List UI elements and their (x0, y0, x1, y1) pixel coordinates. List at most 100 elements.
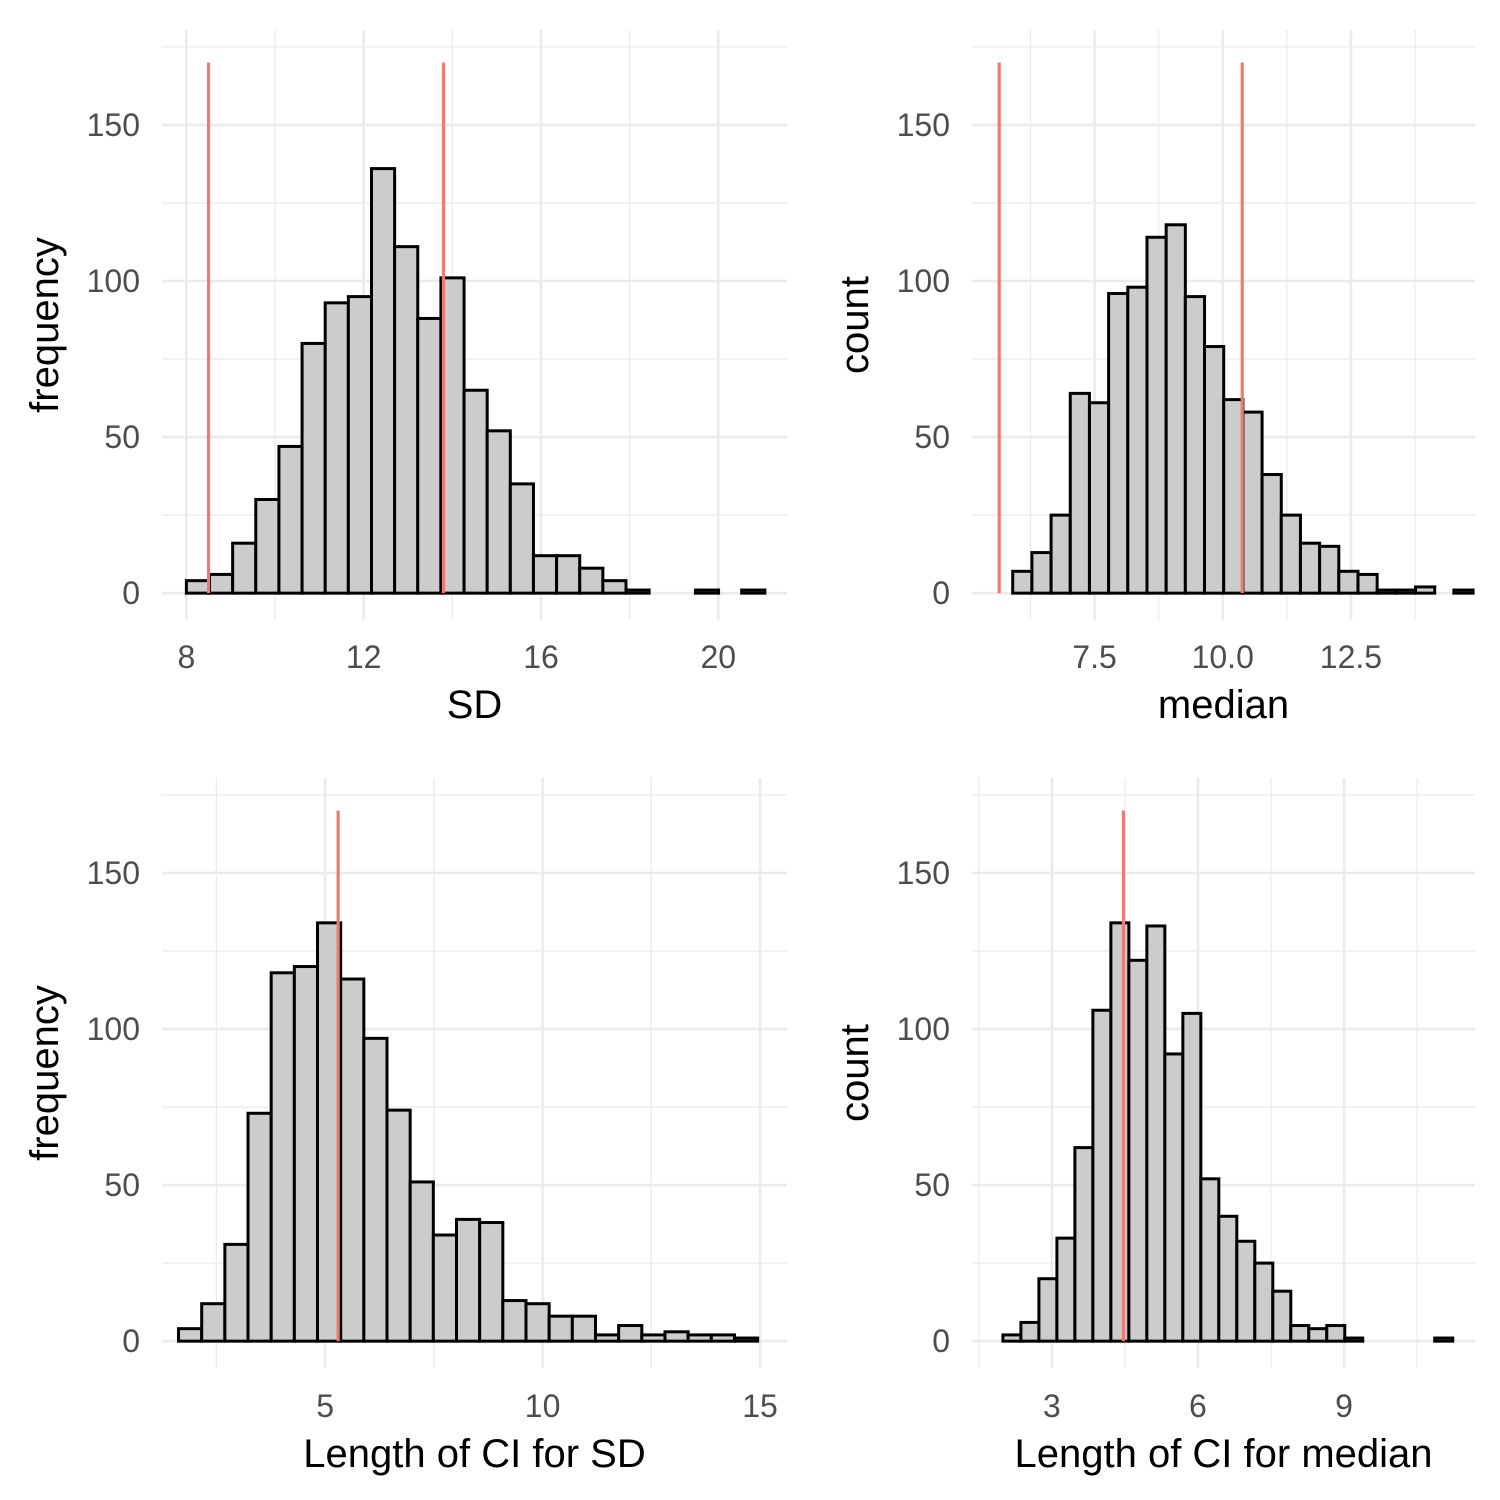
histogram-bar (1145, 235, 1168, 595)
histogram-bar (1253, 1261, 1275, 1343)
histogram-bar (478, 1221, 505, 1343)
histogram-bar (1394, 588, 1418, 595)
histogram-bar (1055, 1236, 1077, 1343)
histogram-bar (732, 1336, 760, 1343)
y-tick-labels: 0 50 100 150 (897, 855, 950, 1359)
histogram-bar (385, 1108, 412, 1343)
histogram-bar (1235, 1239, 1257, 1343)
y-axis-title: count (833, 276, 877, 374)
y-axis-title: count (833, 1024, 877, 1122)
histogram-bar (640, 1333, 667, 1343)
panel-ci-length-sd: 0 50 100 150 5 10 15 Length of CI for SD freq… (23, 778, 787, 1476)
histogram-bar (1087, 401, 1111, 595)
panel-bars (1011, 223, 1475, 595)
histogram-bar (416, 316, 443, 595)
histogram-bar (1452, 588, 1475, 595)
histogram-bar (593, 1333, 621, 1343)
histogram-bar (1109, 921, 1131, 1343)
histogram-bar (408, 1180, 435, 1343)
histogram-bar (177, 1327, 204, 1343)
y-tick-label: 50 (914, 419, 950, 455)
histogram-bar (570, 1314, 597, 1343)
histogram-bar (531, 554, 559, 595)
histogram-bar (254, 498, 281, 595)
x-tick-labels: 5 10 15 (316, 1388, 778, 1424)
y-tick-label: 100 (897, 263, 950, 299)
histogram-bar (524, 1302, 551, 1343)
histogram-bar (1217, 1214, 1239, 1343)
panel-ci-length-median: 0 50 100 150 3 6 9 Length of CI for median co… (833, 778, 1475, 1476)
x-tick-labels: 7.5 10.0 12.5 (1072, 639, 1382, 675)
histogram-bar (1127, 958, 1149, 1343)
histogram-bar (292, 965, 320, 1343)
histogram-bar (1068, 391, 1091, 595)
panel-bars (177, 921, 760, 1343)
histogram-bar (1073, 1146, 1095, 1343)
x-tick-label: 5 (316, 1388, 334, 1424)
histogram-bar (369, 167, 397, 595)
histogram-bar (1260, 473, 1283, 595)
x-tick-labels: 3 6 9 (1043, 1388, 1353, 1424)
histogram-bar (300, 341, 327, 595)
histogram-bar (223, 1242, 250, 1343)
x-axis-title: Length of CI for median (1014, 1432, 1432, 1476)
y-tick-label: 100 (87, 1011, 140, 1047)
y-axis-title: frequency (23, 237, 67, 413)
histogram-bar (1433, 1336, 1455, 1343)
histogram-bar (1203, 345, 1226, 595)
y-tick-label: 150 (897, 855, 950, 891)
histogram-bar (1011, 569, 1034, 595)
histogram-bar (1001, 1333, 1023, 1343)
y-tick-label: 150 (87, 107, 140, 143)
histogram-bar (1279, 513, 1302, 595)
x-tick-label: 3 (1043, 1388, 1061, 1424)
y-tick-labels: 0 50 100 150 (897, 107, 950, 611)
histogram-bar (1019, 1320, 1041, 1343)
histogram-bar (1298, 541, 1322, 595)
x-tick-label: 7.5 (1072, 639, 1116, 675)
y-tick-label: 50 (104, 419, 140, 455)
y-tick-label: 0 (122, 1323, 140, 1359)
histogram-bar (740, 588, 767, 595)
x-tick-labels: 8 12 16 20 (177, 639, 736, 675)
histogram-bar (1091, 1008, 1113, 1343)
x-tick-label: 10.0 (1192, 639, 1254, 675)
histogram-bar (431, 1233, 459, 1343)
histogram-bar (246, 1111, 273, 1343)
x-tick-label: 15 (742, 1388, 778, 1424)
y-tick-label: 100 (87, 263, 140, 299)
histogram-bar (1325, 1324, 1347, 1343)
histogram-bar (624, 588, 651, 595)
y-tick-label: 100 (897, 1011, 950, 1047)
histogram-bar (346, 295, 373, 595)
histogram-bar (393, 245, 420, 595)
x-tick-label: 8 (177, 639, 195, 675)
histogram-bar (1414, 585, 1437, 595)
histogram-bar (1337, 569, 1360, 595)
x-axis-title: Length of CI for SD (303, 1432, 645, 1476)
histogram-bar (1107, 291, 1130, 595)
histogram-bar (200, 1302, 227, 1343)
y-tick-labels: 0 50 100 150 (87, 107, 140, 611)
histogram-bar (578, 566, 605, 595)
histogram-bar (1181, 1011, 1203, 1343)
y-tick-label: 0 (932, 1323, 950, 1359)
histogram-bar (323, 301, 350, 595)
histogram-bar (462, 388, 489, 595)
histogram-bar (277, 444, 304, 595)
histogram-bar (231, 541, 258, 595)
x-tick-label: 10 (525, 1388, 561, 1424)
x-tick-label: 16 (523, 639, 559, 675)
histogram-bar (1030, 551, 1053, 595)
histogram-bar (1222, 398, 1245, 595)
histogram-bar (269, 971, 296, 1343)
histogram-bar (1049, 513, 1072, 595)
histogram-bar (501, 1299, 528, 1343)
histogram-bar (1318, 544, 1341, 595)
x-tick-label: 6 (1189, 1388, 1207, 1424)
histogram-bar (617, 1324, 644, 1343)
x-tick-label: 9 (1335, 1388, 1353, 1424)
x-axis-title: median (1158, 683, 1289, 727)
histogram-bar (362, 1036, 389, 1343)
